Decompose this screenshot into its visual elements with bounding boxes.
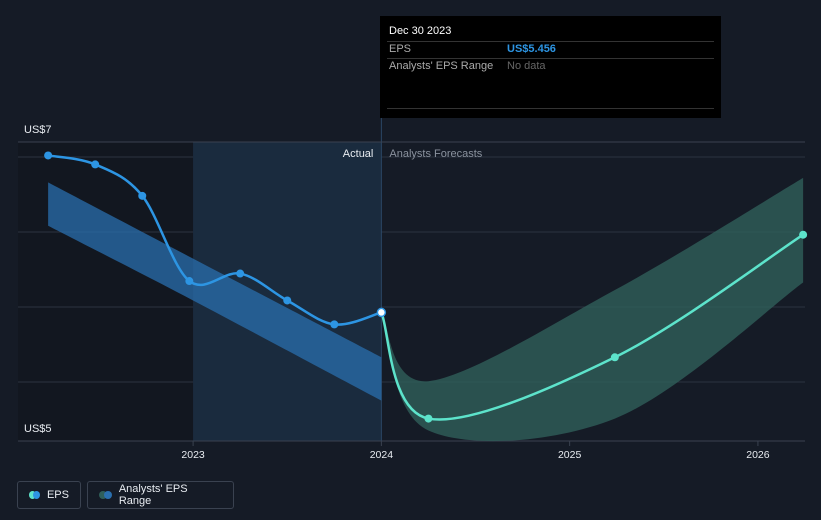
eps-point <box>236 269 245 278</box>
eps-line <box>380 233 804 421</box>
legend-swatch <box>29 491 36 499</box>
eps-point <box>91 160 100 169</box>
x-tick-label: 2026 <box>746 449 770 461</box>
y-tick-label: US$7 <box>24 124 52 136</box>
legend-swatch <box>99 491 107 499</box>
tooltip-label: Analysts' EPS Range <box>389 60 494 72</box>
past-background <box>18 142 193 441</box>
y-tick-label: US$5 <box>24 423 52 435</box>
legend-item[interactable]: Analysts' EPS Range <box>87 481 234 509</box>
range-band <box>48 182 382 401</box>
x-tick-label: 2025 <box>558 449 582 461</box>
eps-point <box>330 320 339 329</box>
eps-point <box>424 414 433 423</box>
divider <box>387 108 714 109</box>
x-tick-label: 2024 <box>370 449 394 461</box>
legend-label: Analysts' EPS Range <box>118 483 188 507</box>
tooltip-label: EPS <box>389 43 412 55</box>
actual-label: Actual <box>343 148 374 160</box>
legend-swatch <box>32 491 40 499</box>
legend-item[interactable]: EPS <box>17 481 81 509</box>
forecast-label: Analysts Forecasts <box>389 148 482 160</box>
tooltip-date: Dec 30 2023 <box>389 25 452 37</box>
eps-line <box>47 154 382 326</box>
eps-point <box>138 191 147 200</box>
x-tick-label: 2023 <box>181 449 205 461</box>
eps-point <box>610 353 619 362</box>
eps-point <box>44 151 53 160</box>
eps-point <box>283 296 292 305</box>
eps-point <box>185 277 194 286</box>
eps-point <box>799 230 808 239</box>
tooltip-value: No data <box>507 60 546 72</box>
divider <box>387 41 714 42</box>
eps-point <box>376 307 387 318</box>
range-band <box>381 177 804 442</box>
divider <box>387 58 714 59</box>
tooltip-value: US$5.456 <box>507 43 556 55</box>
legend-swatch <box>103 491 112 499</box>
legend-label: EPS <box>46 489 69 501</box>
tooltip: Dec 30 2023 EPS US$5.456 Analysts' EPS R… <box>380 16 721 118</box>
